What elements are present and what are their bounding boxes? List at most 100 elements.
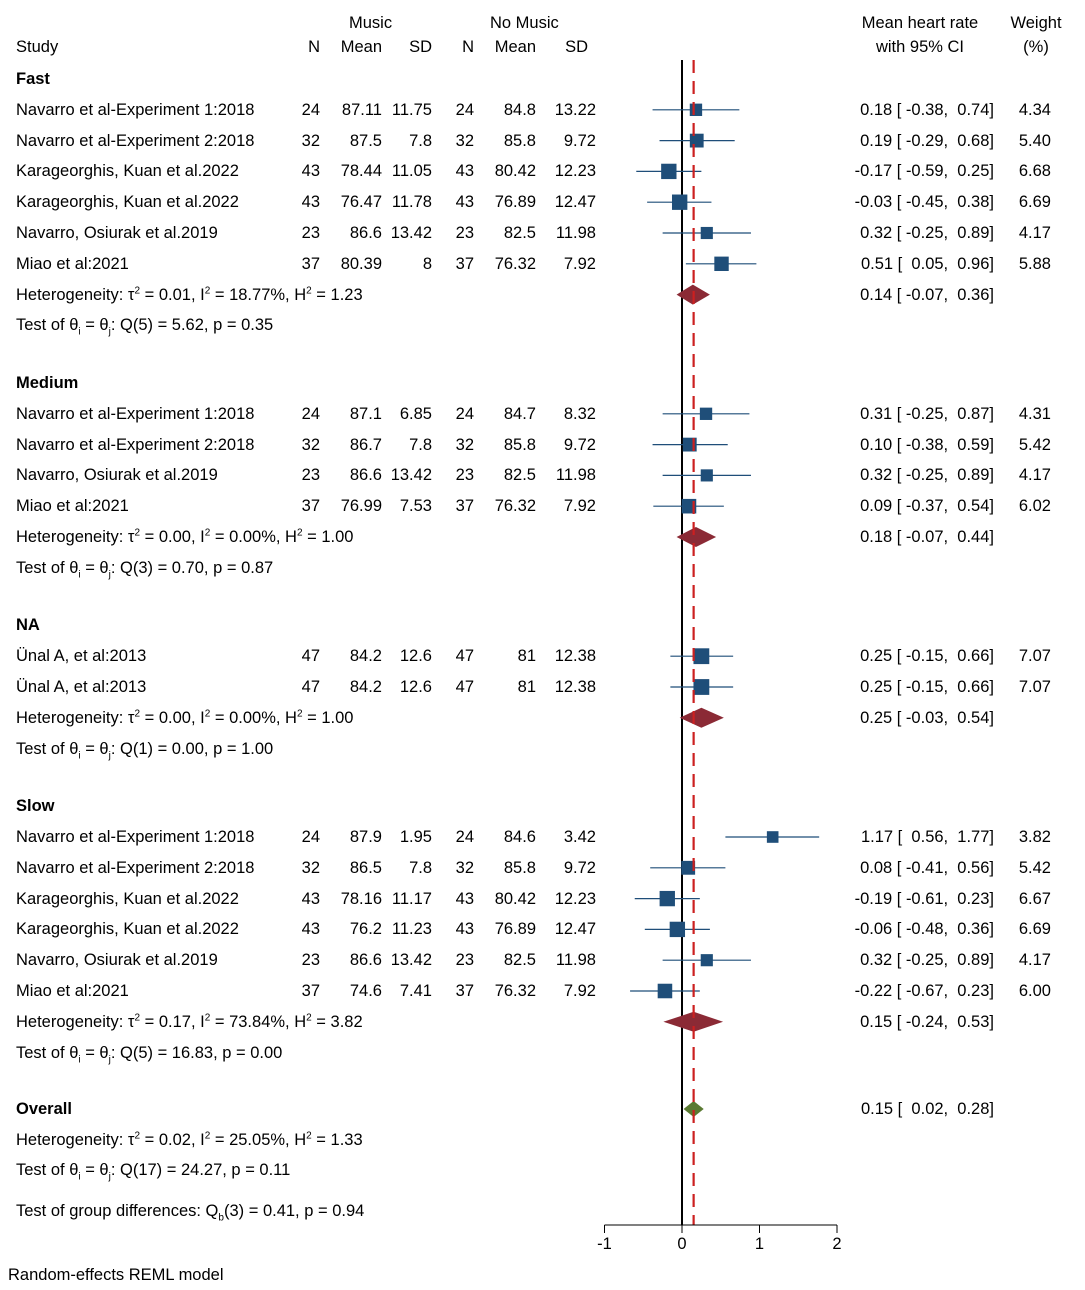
- test-of-label: Test of θ: [16, 316, 79, 335]
- subgroup-ci-text: 0.18 [ -0.07, 0.44]: [860, 528, 994, 546]
- weight-text: 4.34: [1018, 100, 1051, 119]
- equals: =: [140, 1131, 159, 1149]
- test-of-label: Test of θ: [16, 739, 79, 758]
- study-name: Karageorghis, Kuan et al.2022: [16, 162, 239, 181]
- mean-music: 78.16: [340, 889, 382, 908]
- mean-music: 76.47: [340, 193, 382, 212]
- header-effect-line1: Mean heart rate: [861, 14, 979, 32]
- header-sd-nomusic: SD: [565, 38, 588, 56]
- sd-music: 11.23: [391, 920, 432, 939]
- effect-ci-text: 0.08 [ -0.41, 0.56]: [860, 858, 994, 877]
- weight-text: 6.69: [1018, 920, 1051, 939]
- i2-value: 25.05%: [229, 1131, 286, 1149]
- sd-nomusic: 9.72: [563, 435, 596, 454]
- sd-nomusic: 8.32: [563, 404, 596, 423]
- weight-text: 6.67: [1018, 889, 1051, 908]
- n-nomusic: 43: [455, 193, 474, 212]
- study-name: Navarro et al-Experiment 2:2018: [16, 131, 255, 150]
- mean-music: 87.1: [349, 404, 382, 423]
- sd-nomusic: 7.92: [563, 497, 596, 516]
- header-study: Study: [16, 38, 59, 56]
- group-diff-stat: (3) = 0.41, p = 0.94: [223, 1202, 365, 1220]
- effect-ci-text: 0.32 [ -0.25, 0.89]: [860, 224, 994, 242]
- study-name: Navarro et al-Experiment 1:2018: [16, 828, 255, 846]
- superscript: 2: [204, 1130, 211, 1142]
- q-statistic: : Q(1) = 0.00, p = 1.00: [110, 739, 274, 758]
- subscript: i: [78, 569, 81, 581]
- i2-value: 0.00%: [229, 708, 276, 727]
- i2-label: , I: [190, 285, 205, 304]
- study-marker: [766, 831, 779, 843]
- equals-theta: = θ: [80, 739, 109, 758]
- mean-nomusic: 84.8: [503, 100, 536, 119]
- study-marker: [661, 163, 677, 180]
- subgroup-ci-text: 0.14 [ -0.07, 0.36]: [860, 285, 994, 304]
- equals: =: [311, 1012, 331, 1031]
- study-marker: [693, 679, 710, 695]
- sd-music: 6.85: [399, 404, 432, 423]
- tau2-value: 0.00: [158, 708, 191, 727]
- weight-text: 6.02: [1018, 497, 1051, 516]
- overall-diamond: [683, 1101, 704, 1117]
- weight-text: 4.17: [1018, 224, 1051, 242]
- sd-music: 7.41: [399, 982, 432, 1000]
- study-name: Navarro, Osiurak et al.2019: [16, 224, 218, 242]
- mean-nomusic: 76.32: [494, 254, 536, 273]
- equals-theta: = θ: [80, 558, 109, 577]
- effect-ci-text: -0.22 [ -0.67, 0.23]: [854, 982, 994, 1000]
- study-marker: [681, 860, 696, 875]
- weight-text: 4.17: [1018, 951, 1051, 970]
- effect-ci-text: 0.09 [ -0.37, 0.54]: [860, 497, 994, 516]
- superscript: 2: [306, 1012, 312, 1024]
- tau-symbol: τ: [127, 1131, 135, 1149]
- mean-nomusic: 81: [517, 647, 536, 666]
- heterogeneity-label: Heterogeneity:: [16, 708, 128, 727]
- equals-theta: = θ: [80, 1161, 109, 1179]
- superscript: 2: [204, 1012, 211, 1024]
- weight-text: 5.42: [1018, 858, 1051, 877]
- model-note: Random-effects REML model: [8, 1266, 224, 1284]
- equals: =: [140, 1012, 159, 1031]
- study-name: Ünal A, et al:2013: [16, 647, 147, 666]
- h2-label: , H: [285, 1012, 307, 1031]
- sd-nomusic: 9.72: [563, 858, 596, 877]
- equals: =: [140, 528, 159, 546]
- n-music: 47: [301, 678, 320, 696]
- subscript: j: [108, 326, 111, 338]
- n-music: 23: [301, 466, 320, 485]
- study-name: Navarro, Osiurak et al.2019: [16, 951, 218, 970]
- sd-nomusic: 7.92: [563, 982, 596, 1000]
- effect-ci-text: -0.06 [ -0.48, 0.36]: [854, 920, 994, 939]
- study-name: Miao et al:2021: [16, 254, 129, 273]
- tau-symbol: τ: [127, 528, 135, 546]
- h2-value: 1.33: [330, 1131, 363, 1149]
- subgroup-ci-text: 0.15 [ -0.24, 0.53]: [860, 1012, 994, 1031]
- x-tick-label: -1: [597, 1235, 612, 1253]
- sd-music: 12.6: [399, 678, 432, 696]
- study-marker: [700, 954, 713, 967]
- n-nomusic: 37: [455, 497, 474, 516]
- n-nomusic: 24: [455, 404, 474, 423]
- mean-music: 84.2: [349, 647, 382, 666]
- header-mean-music: Mean: [340, 38, 382, 56]
- sd-music: 13.42: [390, 224, 432, 242]
- study-marker: [671, 194, 688, 210]
- effect-ci-text: 0.25 [ -0.15, 0.66]: [860, 647, 994, 666]
- group-label: Slow: [16, 797, 55, 816]
- effect-ci-text: 0.31 [ -0.25, 0.87]: [860, 404, 994, 423]
- sd-music: 7.8: [409, 131, 432, 150]
- sd-music: 7.8: [409, 435, 432, 454]
- x-tick-label: 1: [755, 1235, 764, 1253]
- test-of-label: Test of θ: [16, 558, 79, 577]
- weight-text: 4.17: [1018, 466, 1051, 485]
- header-n-music: N: [308, 38, 320, 56]
- study-marker: [699, 407, 713, 420]
- n-nomusic: 32: [455, 858, 474, 877]
- mean-nomusic: 76.32: [494, 497, 536, 516]
- tau-symbol: τ: [127, 708, 135, 727]
- equals: =: [210, 285, 230, 304]
- mean-nomusic: 76.89: [494, 193, 536, 212]
- sd-music: 11.17: [391, 889, 432, 908]
- mean-music: 74.6: [349, 982, 382, 1000]
